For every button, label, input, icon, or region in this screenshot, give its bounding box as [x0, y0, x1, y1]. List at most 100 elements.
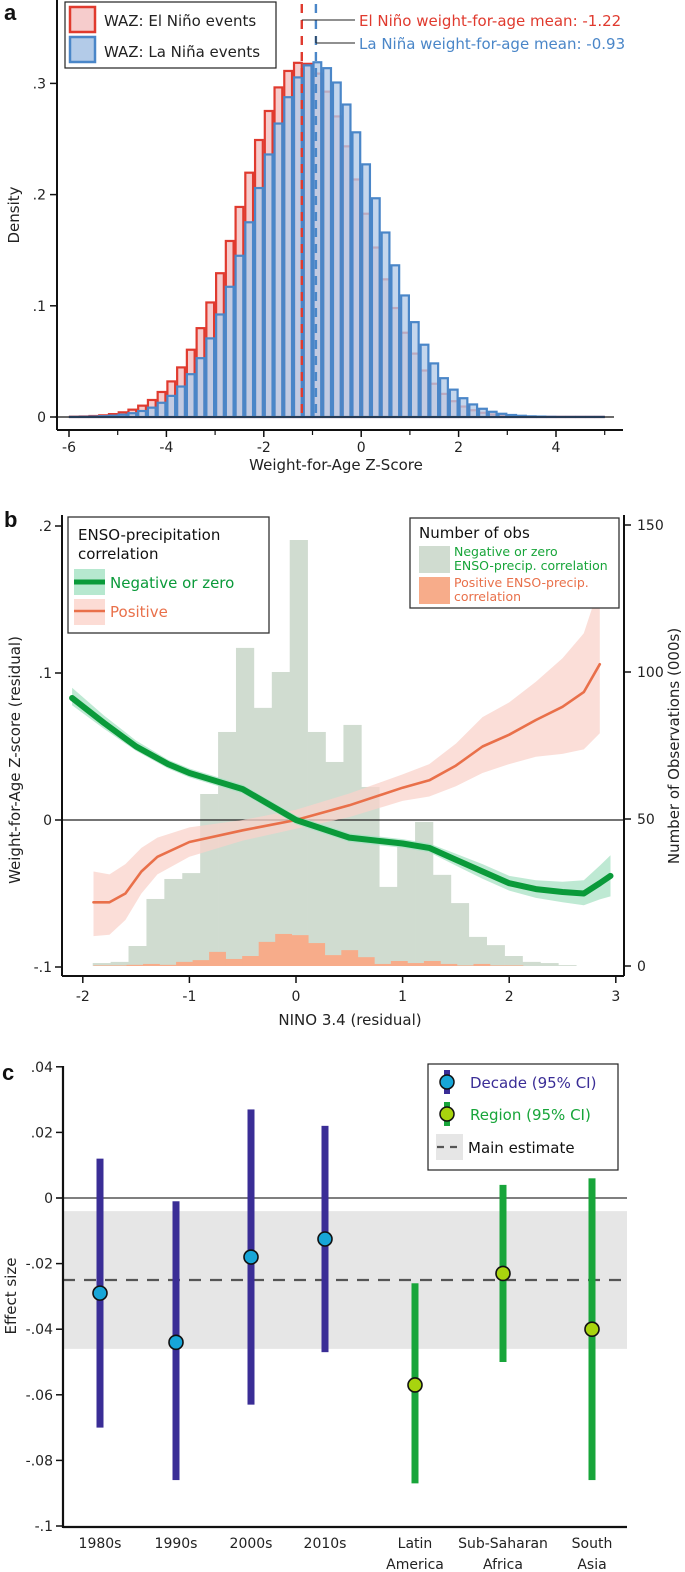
la-nina-histogram-bar	[302, 64, 313, 419]
panel-a-histogram-bars	[68, 61, 605, 419]
la-nina-histogram-bar	[390, 264, 401, 419]
positive-correlation-line	[92, 662, 602, 904]
region-point-estimate	[584, 1321, 600, 1337]
positive-obs-bar	[176, 961, 193, 966]
positive-obs-bar	[440, 963, 458, 966]
positive-obs-bar	[109, 965, 127, 966]
y-tick-label: .3	[33, 76, 46, 92]
el-nino-mean-annotation: El Niño weight-for-age mean: -1.22	[359, 12, 621, 30]
la-nina-histogram-bar	[224, 285, 235, 419]
panel-b-y-label: Weight-for-Age Z-score (residual)	[6, 636, 24, 884]
positive-obs-bar	[242, 956, 259, 966]
la-nina-histogram-bar	[263, 153, 274, 419]
negative-obs-bar	[218, 731, 237, 966]
y-tick-label: -.02	[26, 1257, 53, 1273]
right-y-tick-label: 50	[637, 812, 655, 828]
la-nina-histogram-bar	[176, 385, 186, 419]
negative-obs-legend-label-2: ENSO-precip. correlation	[454, 558, 608, 573]
positive-obs-bar	[407, 963, 425, 966]
la-nina-histogram-bar	[166, 394, 177, 419]
panel-c-estimates	[92, 1109, 600, 1484]
positive-obs-swatch	[419, 577, 450, 604]
negative-obs-bar	[432, 874, 452, 966]
negative-obs-bar	[343, 724, 362, 966]
negative-obs-bar	[540, 963, 559, 966]
la-nina-histogram-bar	[312, 61, 323, 419]
panel-c-x-labels: 1980s 1990s 2000s 2010s Latin America Sub-Saha…	[79, 1536, 613, 1572]
x-tick-label: 0	[292, 989, 301, 1005]
positive-obs-bar	[159, 964, 177, 966]
negative-obs-bar	[146, 898, 165, 966]
negative-obs-bar	[289, 539, 308, 966]
positive-ci-band	[93, 584, 600, 937]
negative-obs-bar	[253, 707, 273, 966]
la-nina-histogram-bar	[234, 254, 245, 419]
panel-a-legend-box	[64, 1, 277, 69]
negative-correlation-line	[69, 695, 614, 897]
positive-obs-bar	[490, 965, 507, 966]
category-label: Asia	[577, 1557, 606, 1572]
panel-a-mean-lines	[300, 4, 318, 418]
y-tick-label: -.08	[26, 1453, 53, 1469]
x-tick-label: -4	[159, 440, 173, 456]
positive-obs-bar	[308, 943, 326, 966]
category-label: 2000s	[230, 1536, 273, 1552]
panel-c-y-label: Effect size	[2, 1257, 20, 1334]
panel-b-x-label: NINO 3.4 (residual)	[278, 1011, 421, 1029]
negative-obs-bar	[397, 843, 416, 966]
la-nina-histogram-bar	[458, 397, 469, 419]
la-nina-histogram-bar	[137, 409, 148, 419]
x-tick-label: -6	[62, 440, 76, 456]
la-nina-histogram-bar	[439, 377, 449, 419]
panel-b-line-legend-title-1: ENSO-precipitation	[78, 526, 220, 544]
y-tick-label: .1	[39, 666, 52, 682]
positive-obs-bar	[126, 964, 144, 966]
positive-obs-bar	[357, 957, 375, 966]
la-nina-histogram-bar	[419, 343, 430, 419]
la-nina-histogram-bar	[487, 410, 498, 419]
la-nina-histogram-bar	[477, 407, 488, 419]
panel-b-right-y-label: Number of Observations (000s)	[665, 628, 683, 864]
positive-obs-bar	[341, 950, 359, 966]
positive-obs-bar	[456, 965, 474, 966]
positive-obs-bar	[275, 933, 293, 966]
positive-obs-legend-label-2: correlation	[454, 589, 521, 604]
panel-c-y-ticks: .04 .02 0 -.02 -.04 -.06 -.08 -.1	[26, 1060, 63, 1535]
y-tick-label: .2	[39, 519, 52, 535]
panel-b-lines	[69, 662, 614, 904]
positive-obs-bar	[506, 965, 524, 966]
panel-b-line-legend: ENSO-precipitation correlation Negative …	[67, 516, 270, 634]
la-nina-histogram-bar	[244, 221, 255, 419]
right-y-tick-label: 100	[637, 665, 664, 681]
la-nina-histogram-bar	[361, 163, 372, 419]
negative-obs-bar	[182, 873, 201, 966]
negative-obs-bar	[450, 903, 470, 966]
la-nina-legend-swatch	[68, 35, 97, 64]
la-nina-histogram-bar	[400, 294, 411, 419]
negative-obs-bar	[307, 731, 326, 966]
decade-point-estimate	[92, 1285, 108, 1301]
y-tick-label: -.04	[26, 1322, 53, 1338]
la-nina-histogram-bar	[156, 401, 167, 419]
negative-obs-bar	[379, 886, 398, 966]
panel-c-legend: Decade (95% CI) Region (95% CI) Main est…	[427, 1063, 619, 1171]
x-tick-label: -1	[182, 989, 196, 1005]
category-label: Africa	[483, 1557, 523, 1572]
region-legend-label: Region (95% CI)	[470, 1106, 591, 1124]
positive-legend-label: Positive	[110, 603, 168, 621]
region-point-estimate	[407, 1377, 423, 1393]
negative-obs-bar	[486, 945, 505, 966]
panel-b-right-y-ticks: 0 50 100 150	[624, 518, 664, 975]
x-tick-label: -2	[257, 440, 271, 456]
x-tick-label: -2	[76, 989, 90, 1005]
panel-b-obs-legend: Number of obs Negative or zero ENSO-prec…	[409, 517, 620, 609]
y-tick-label: -.1	[34, 960, 52, 976]
negative-ci-band	[72, 687, 611, 906]
x-tick-label: 3	[611, 989, 620, 1005]
negative-obs-bar	[235, 647, 255, 966]
category-label: Latin	[398, 1536, 433, 1552]
panel-c: c .04 .02 0 -.02 -.04 -.06 -.08 -.1 1980s 1990s 2…	[2, 1060, 627, 1572]
la-nina-histogram-bar	[195, 357, 206, 419]
la-nina-histogram-bar	[322, 67, 333, 419]
